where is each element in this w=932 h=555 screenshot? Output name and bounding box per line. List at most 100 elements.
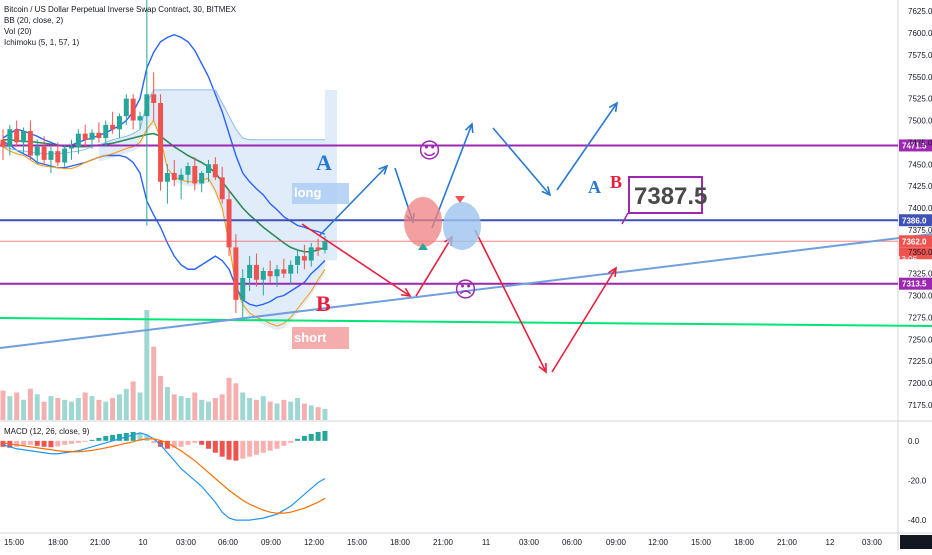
macd-hist-bar — [295, 438, 301, 441]
arrow-blue-down-2[interactable] — [492, 127, 551, 196]
macd-tick-label: 0.0 — [908, 437, 920, 446]
macd-hist-bar — [274, 440, 280, 449]
countdown-tag — [899, 247, 932, 260]
arrow-blue-up-3-head — [608, 101, 619, 113]
candle-body — [62, 148, 68, 163]
axes[interactable]: 7471.5 7386.0 7362.0 7313.5 7625.0 7600.0 7575… — [4, 7, 932, 549]
level-tag-2[interactable] — [899, 235, 932, 248]
volume-bar — [110, 398, 116, 420]
candle-body — [34, 146, 40, 156]
macd-hist-bar — [158, 440, 164, 447]
candle-body — [96, 132, 102, 138]
time-tick-label: 06:00 — [218, 538, 239, 547]
macd-hist-bar — [151, 440, 157, 443]
candle-body — [144, 94, 150, 117]
price-tick-label: 7200.0 — [908, 379, 932, 388]
price-tick-label: 7500.0 — [908, 117, 932, 126]
volume-bar — [151, 346, 157, 420]
price-tick-label: 7450.0 — [908, 160, 932, 169]
macd-tick-label: -40.0 — [908, 516, 927, 525]
level-tag-1[interactable] — [899, 214, 932, 227]
drawings[interactable] — [0, 101, 932, 374]
ichimoku-cloud-ext — [324, 89, 337, 261]
candle-body — [185, 166, 191, 175]
level-tag-text-3: 7313.5 — [902, 280, 927, 289]
level-tag-0[interactable] — [899, 139, 932, 152]
macd-tick-label: -20.0 — [908, 476, 927, 485]
signal-line — [2, 438, 326, 514]
short-label-box[interactable] — [292, 327, 349, 349]
candle-body — [301, 256, 307, 261]
candle-body — [55, 151, 61, 163]
time-tick-label: 09:00 — [261, 538, 282, 547]
time-tick-label: 11 — [482, 538, 491, 547]
macd-hist-bar — [260, 440, 266, 453]
arrow-red-down-2[interactable] — [474, 229, 547, 373]
arrow-blue-up-1-head — [378, 164, 389, 175]
macd-hist-bar — [315, 431, 321, 441]
volume-bar — [82, 392, 88, 420]
macd-hist-bar — [137, 432, 143, 441]
time-tick-label: 15:00 — [347, 538, 368, 547]
macd-hist-bar — [301, 435, 307, 441]
arrow-red-down-1[interactable] — [301, 223, 411, 297]
candle-body — [171, 173, 177, 180]
arrow-blue-up-3[interactable] — [556, 102, 618, 191]
volume-bar — [219, 394, 225, 420]
volume-bar — [48, 396, 54, 420]
volume-bar — [144, 310, 150, 420]
arrow-blue-down-2-head — [541, 186, 552, 197]
volume-bar — [301, 403, 307, 420]
indicator-ichimoku-label[interactable]: Ichimoku (5, 1, 57, 1) — [4, 38, 80, 47]
volume-bar — [137, 392, 143, 420]
callout-value: 7387.5 — [634, 183, 707, 210]
price-tick-label: 7225.0 — [908, 357, 932, 366]
indicator-bb-label[interactable]: BB (20, close, 2) — [4, 16, 64, 25]
arrow-red-up-2[interactable] — [551, 267, 617, 373]
volume-bar — [116, 394, 122, 420]
blue-circle-marker[interactable] — [443, 202, 481, 250]
arrow-red-up-1[interactable] — [415, 236, 453, 297]
candle-body — [247, 264, 253, 278]
volume-bar — [34, 394, 40, 420]
letter-b-main: B — [316, 291, 331, 316]
candle-body — [308, 247, 314, 261]
macd-pane — [0, 430, 328, 521]
level-tag-text-0: 7471.5 — [902, 141, 927, 150]
arrow-red-down-1-head — [400, 287, 412, 298]
macd-hist-bar — [247, 440, 253, 457]
volume-bar — [192, 392, 198, 420]
volume-bar — [199, 399, 205, 420]
ichimoku-cloud-fill — [98, 89, 325, 331]
indicator-vol-label[interactable]: Vol (20) — [4, 27, 32, 36]
time-cursor-box — [900, 535, 932, 549]
red-circle-marker[interactable] — [404, 197, 442, 247]
callout-pointer — [621, 212, 629, 225]
volume-bars — [0, 310, 328, 420]
sad-face-icon: ☹ — [454, 278, 477, 303]
candle-body — [14, 129, 20, 143]
green-support-line[interactable] — [0, 317, 932, 327]
macd-hist-bar — [233, 440, 239, 461]
volume-bar — [288, 401, 294, 420]
price-tick-label: 7250.0 — [908, 335, 932, 344]
level-tag-3[interactable] — [899, 277, 932, 290]
symbol-title[interactable]: Bitcoin / US Dollar Perpetual Inverse Sw… — [4, 5, 237, 14]
tenkan-line — [2, 119, 326, 327]
long-label-box[interactable] — [292, 183, 349, 204]
macd-label[interactable]: MACD (12, 26, close, 9) — [4, 427, 90, 436]
time-tick-label: 18:00 — [734, 538, 755, 547]
candle-body — [322, 241, 328, 250]
macd-hist-bar — [48, 440, 54, 448]
letter-a-secondary: A — [588, 177, 601, 197]
arrow-blue-up-1[interactable] — [319, 165, 388, 236]
ichimoku-cloud — [98, 89, 337, 331]
callout-box[interactable] — [628, 176, 703, 214]
blue-trend-line[interactable] — [0, 233, 932, 349]
price-tick-label: 7550.0 — [908, 73, 932, 82]
time-tick-label: 12:00 — [304, 538, 325, 547]
macd-hist-bar — [253, 440, 259, 455]
